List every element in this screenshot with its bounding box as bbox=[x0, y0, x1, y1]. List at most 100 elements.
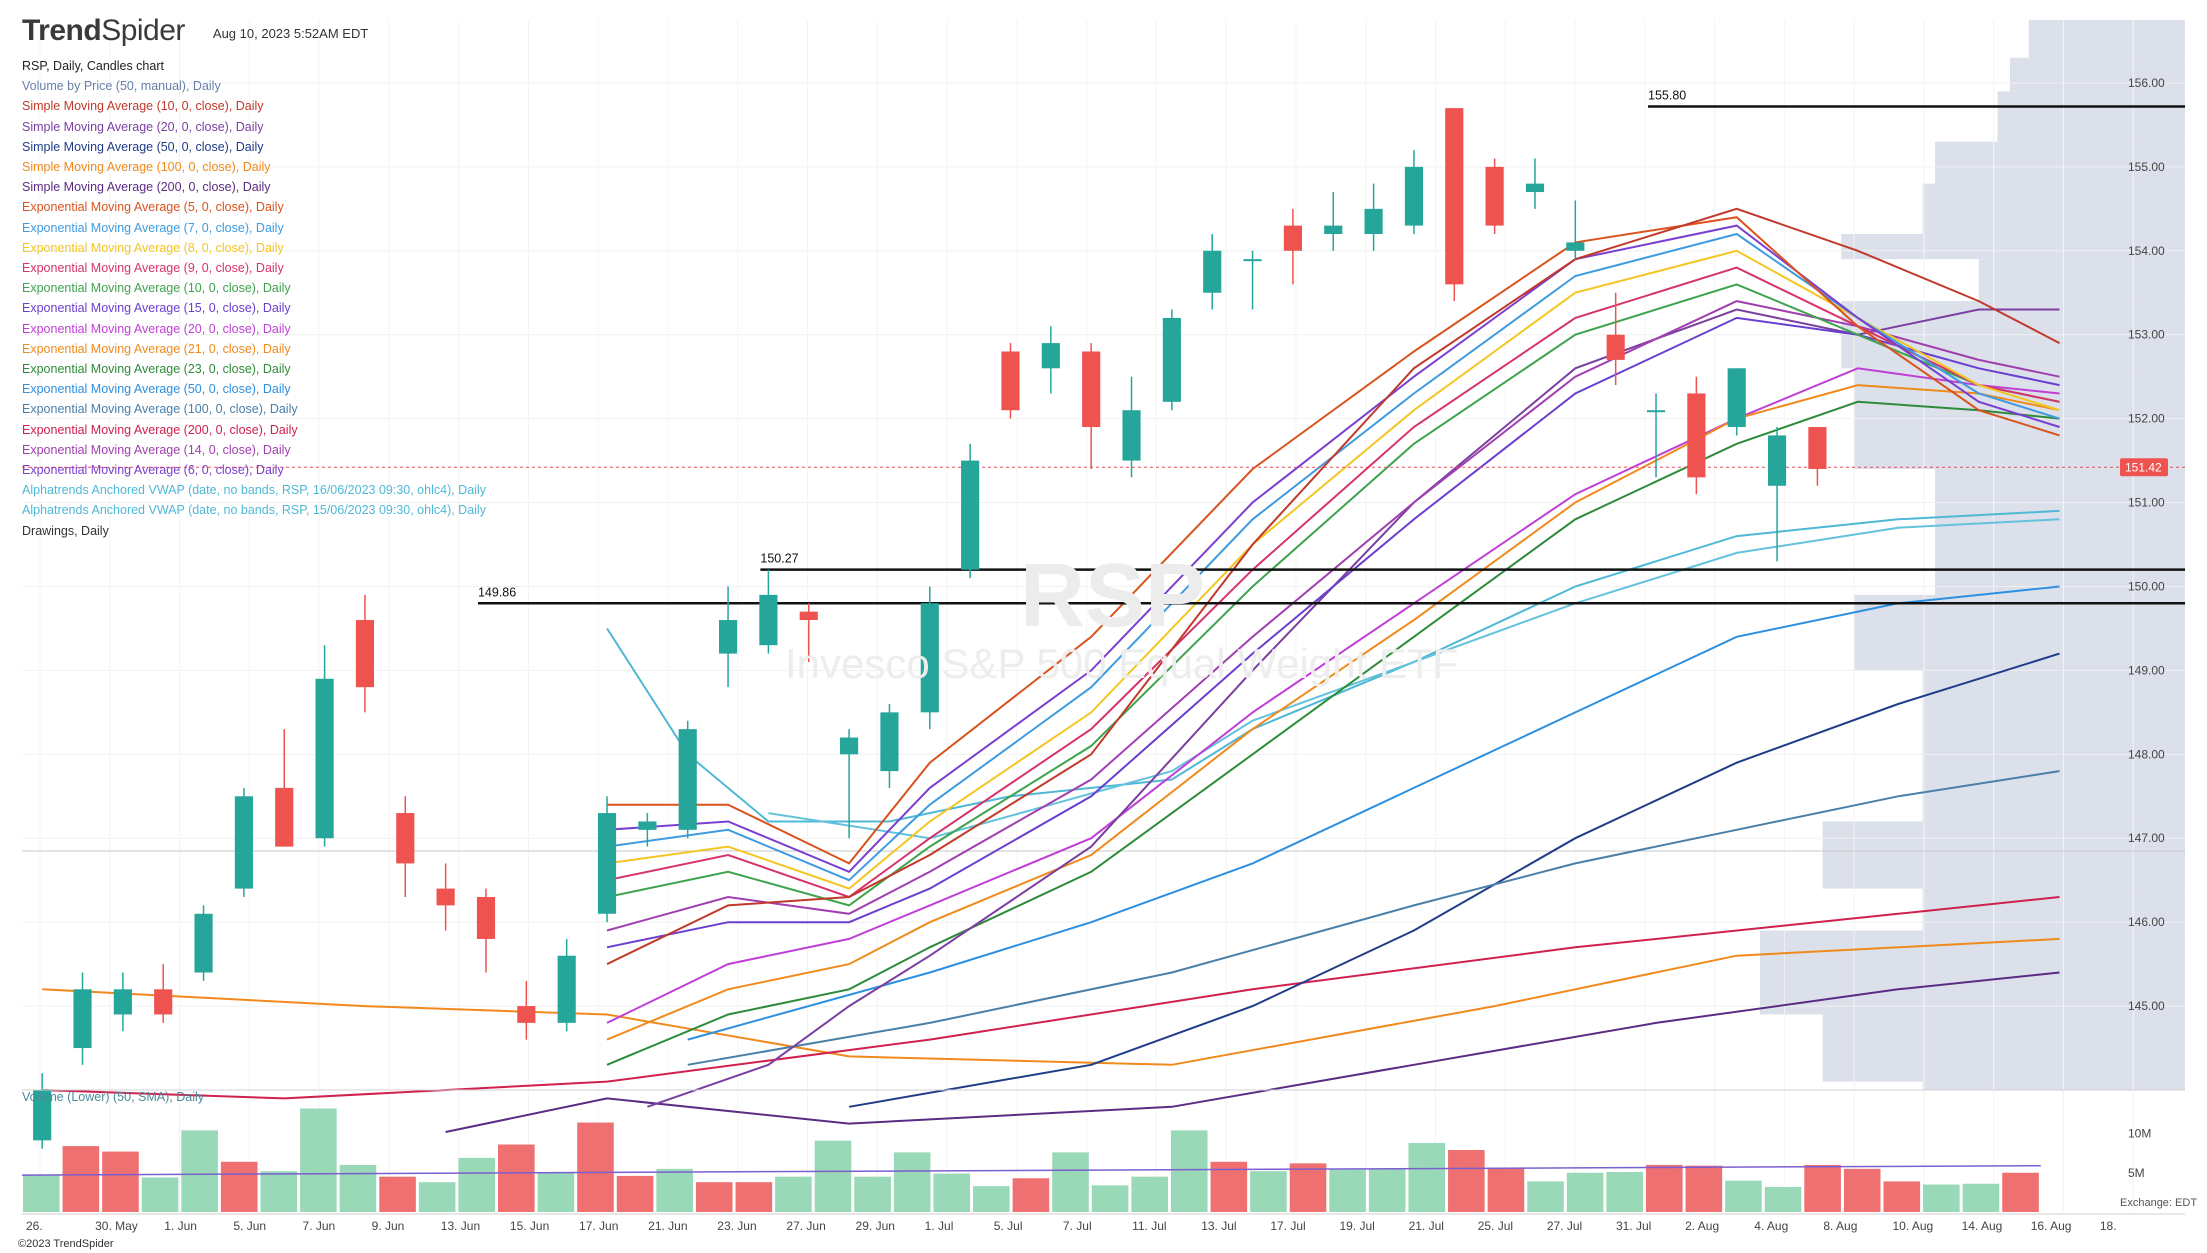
candle[interactable] bbox=[1162, 317, 1181, 402]
candle[interactable] bbox=[597, 813, 617, 914]
candle[interactable] bbox=[275, 787, 294, 847]
candle[interactable] bbox=[1404, 166, 1424, 226]
volume-bar[interactable] bbox=[1804, 1164, 1841, 1212]
candle[interactable] bbox=[678, 729, 697, 830]
volume-bar[interactable] bbox=[973, 1186, 1010, 1212]
candle[interactable] bbox=[355, 620, 375, 688]
candle[interactable] bbox=[234, 796, 253, 889]
volume-bar[interactable] bbox=[418, 1182, 456, 1212]
candle[interactable] bbox=[1041, 343, 1060, 369]
candle[interactable] bbox=[638, 821, 657, 830]
candle[interactable] bbox=[73, 989, 92, 1049]
volume-bar[interactable] bbox=[379, 1176, 416, 1212]
legend-item[interactable]: Alphatrends Anchored VWAP (date, no band… bbox=[22, 483, 486, 498]
candle[interactable] bbox=[557, 955, 576, 1023]
candle[interactable] bbox=[315, 678, 334, 839]
candle[interactable] bbox=[436, 888, 455, 906]
candle[interactable] bbox=[1082, 351, 1101, 428]
volume-bar[interactable] bbox=[1368, 1168, 1406, 1212]
volume-bar[interactable] bbox=[23, 1175, 60, 1212]
volume-bar[interactable] bbox=[695, 1182, 733, 1212]
candle[interactable] bbox=[961, 460, 980, 570]
volume-bar[interactable] bbox=[220, 1161, 258, 1212]
candle[interactable] bbox=[1687, 393, 1706, 478]
candle[interactable] bbox=[517, 1006, 536, 1023]
candle[interactable] bbox=[1606, 334, 1625, 360]
legend-item[interactable]: Simple Moving Average (200, 0, close), D… bbox=[22, 180, 271, 195]
legend-item[interactable]: Exponential Moving Average (7, 0, close)… bbox=[22, 220, 284, 235]
candle[interactable] bbox=[840, 737, 859, 755]
legend-item[interactable]: Exponential Moving Average (20, 0, close… bbox=[22, 321, 291, 336]
legend-item[interactable]: Exponential Moving Average (9, 0, close)… bbox=[22, 261, 284, 276]
volume-bar[interactable] bbox=[1725, 1180, 1762, 1212]
volume-bar[interactable] bbox=[1843, 1168, 1881, 1212]
volume-bar[interactable] bbox=[458, 1157, 496, 1212]
candle[interactable] bbox=[33, 1090, 52, 1141]
candle[interactable] bbox=[1808, 427, 1827, 469]
brand-logo[interactable]: TrendSpider bbox=[22, 14, 185, 47]
legend-item[interactable]: Alphatrends Anchored VWAP (date, no band… bbox=[22, 503, 486, 518]
candle[interactable] bbox=[1122, 410, 1141, 461]
candle[interactable] bbox=[1767, 435, 1787, 486]
candle[interactable] bbox=[1283, 225, 1302, 251]
volume-bar[interactable] bbox=[1645, 1164, 1683, 1212]
volume-bar[interactable] bbox=[260, 1171, 298, 1212]
volume-bar[interactable] bbox=[1289, 1163, 1327, 1212]
candle[interactable] bbox=[1485, 166, 1504, 226]
volume-bar[interactable] bbox=[62, 1146, 100, 1212]
volume-bar[interactable] bbox=[1527, 1181, 1564, 1212]
volume-bar[interactable] bbox=[616, 1175, 654, 1212]
legend-item[interactable]: Drawings, Daily bbox=[22, 523, 109, 538]
volume-bar[interactable] bbox=[814, 1140, 852, 1212]
volume-bar[interactable] bbox=[854, 1176, 891, 1212]
volume-bar[interactable] bbox=[498, 1144, 535, 1212]
volume-bar[interactable] bbox=[735, 1182, 773, 1212]
volume-bar[interactable] bbox=[1052, 1152, 1089, 1212]
volume-bar[interactable] bbox=[1170, 1130, 1208, 1212]
volume-bar[interactable] bbox=[2002, 1172, 2039, 1212]
legend-item[interactable]: Simple Moving Average (10, 0, close), Da… bbox=[22, 99, 264, 114]
volume-bar[interactable] bbox=[537, 1172, 575, 1212]
volume-bar[interactable] bbox=[339, 1164, 377, 1212]
legend-item[interactable]: Exponential Moving Average (23, 0, close… bbox=[22, 362, 291, 377]
candle[interactable] bbox=[880, 712, 899, 772]
candle[interactable] bbox=[1525, 183, 1545, 193]
candle[interactable] bbox=[759, 594, 778, 646]
volume-bar[interactable] bbox=[1091, 1185, 1129, 1212]
legend-item[interactable]: Exponential Moving Average (200, 0, clos… bbox=[22, 422, 298, 437]
volume-bar[interactable] bbox=[141, 1177, 179, 1212]
legend-item[interactable]: Exponential Moving Average (5, 0, close)… bbox=[22, 200, 284, 215]
legend-item[interactable]: Simple Moving Average (50, 0, close), Da… bbox=[22, 139, 264, 154]
volume-bar[interactable] bbox=[1764, 1186, 1802, 1212]
candle[interactable] bbox=[1445, 108, 1464, 285]
legend-item[interactable]: Simple Moving Average (20, 0, close), Da… bbox=[22, 119, 264, 134]
volume-bar[interactable] bbox=[181, 1130, 218, 1212]
candle[interactable] bbox=[799, 611, 818, 621]
legend-item[interactable]: Simple Moving Average (100, 0, close), D… bbox=[22, 160, 271, 175]
candle[interactable] bbox=[1243, 259, 1262, 262]
volume-bar[interactable] bbox=[1329, 1169, 1366, 1212]
candle[interactable] bbox=[1646, 410, 1666, 413]
legend-item[interactable]: RSP, Daily, Candles chart bbox=[22, 59, 164, 73]
volume-bar[interactable] bbox=[893, 1152, 931, 1212]
volume-bar[interactable] bbox=[656, 1168, 693, 1212]
candle[interactable] bbox=[920, 603, 939, 713]
candle[interactable] bbox=[476, 896, 496, 939]
legend-item[interactable]: Exponential Moving Average (100, 0, clos… bbox=[22, 402, 298, 417]
candle[interactable] bbox=[1001, 351, 1020, 411]
volume-bar[interactable] bbox=[577, 1122, 614, 1212]
legend-item[interactable]: Exponential Moving Average (21, 0, close… bbox=[22, 341, 291, 356]
candle[interactable] bbox=[194, 913, 213, 973]
volume-bar[interactable] bbox=[1012, 1178, 1050, 1212]
candle[interactable] bbox=[1203, 250, 1222, 293]
legend-item[interactable]: Exponential Moving Average (8, 0, close)… bbox=[22, 240, 284, 255]
candle[interactable] bbox=[1364, 208, 1383, 234]
volume-bar[interactable] bbox=[1487, 1168, 1525, 1212]
candle[interactable] bbox=[1324, 225, 1343, 234]
legend-item[interactable]: Volume by Price (50, manual), Daily bbox=[22, 79, 221, 94]
volume-bar[interactable] bbox=[1566, 1172, 1604, 1212]
volume-bar[interactable] bbox=[1883, 1181, 1921, 1212]
volume-bar[interactable] bbox=[102, 1151, 139, 1212]
volume-bar[interactable] bbox=[300, 1108, 337, 1212]
